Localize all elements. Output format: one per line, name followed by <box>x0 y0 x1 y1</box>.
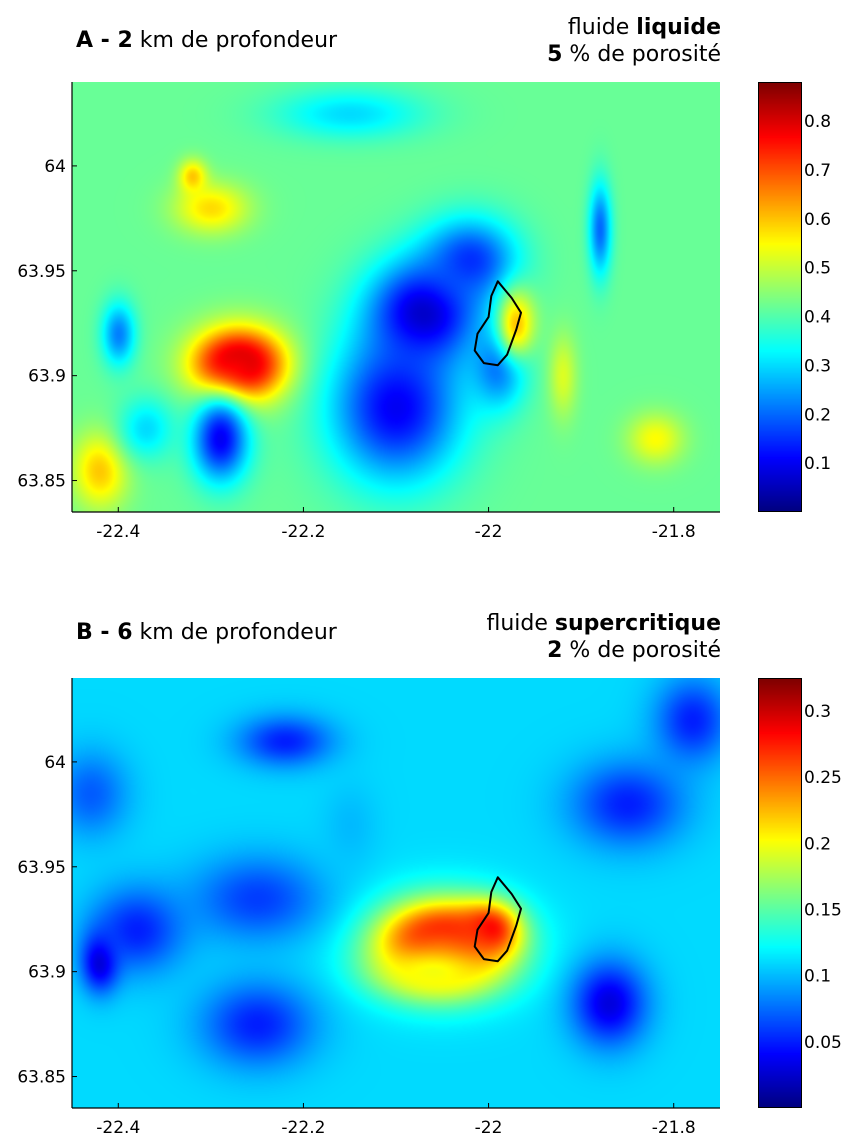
depth-text: km de profondeur <box>132 28 338 53</box>
colorbar-tick-label: 0.1 <box>804 454 831 474</box>
porosity-value: 2 <box>547 638 563 663</box>
panel-b: B - 6 km de profondeur fluide supercriti… <box>0 569 853 1138</box>
porosity-line: 5 % de porosité <box>547 41 721 68</box>
colorbar-tick-label: 0.3 <box>804 702 831 722</box>
colorbar-tick-label: 0.6 <box>804 210 831 230</box>
colorbar-tick-label: 0.2 <box>804 405 831 425</box>
y-tick-label: 64 <box>44 753 66 773</box>
depth-text: km de profondeur <box>132 620 337 645</box>
porosity-text: % de porosité <box>562 42 721 67</box>
y-tick-label: 63.85 <box>17 472 66 492</box>
y-tick-label: 63.85 <box>17 1068 66 1088</box>
panel-letter: A - <box>76 28 118 53</box>
y-tick-label: 63.95 <box>17 858 66 878</box>
fluid-type: liquide <box>636 15 721 40</box>
colorbar-tick-label: 0.7 <box>804 161 831 181</box>
fluid-word: fluide <box>567 15 637 40</box>
colorbar-tick-label: 0.25 <box>804 768 842 788</box>
y-tick-label: 63.9 <box>28 367 66 387</box>
heatmap-a <box>72 82 720 512</box>
panel-title: A - 2 km de profondeur <box>76 28 337 53</box>
panel-a: A - 2 km de profondeur fluide liquide 5 … <box>17 14 831 542</box>
colorbar-a <box>758 82 802 512</box>
x-tick-label: -21.8 <box>652 1118 696 1138</box>
fluid-type: supercritique <box>554 611 721 636</box>
panel-subtitle: fluide supercritique 2 % de porosité <box>486 610 721 664</box>
x-tick-label: -22.4 <box>96 1118 140 1138</box>
x-tick-label: -22.2 <box>281 1118 325 1138</box>
fluid-word: fluide <box>486 611 555 636</box>
colorbar-tick-label: 0.1 <box>804 967 831 987</box>
panel-subtitle: fluide liquide 5 % de porosité <box>547 14 721 68</box>
colorbar-tick-label: 0.05 <box>804 1033 842 1053</box>
x-tick-label: -22.4 <box>96 522 140 542</box>
y-tick-label: 64 <box>44 157 66 177</box>
x-tick-label: -22 <box>475 522 503 542</box>
colorbar-tick-label: 0.8 <box>804 112 831 132</box>
colorbar-tick-label: 0.3 <box>804 356 831 376</box>
x-tick-label: -22 <box>475 1118 503 1138</box>
colorbar-tick-label: 0.4 <box>804 308 831 328</box>
colorbar-b <box>758 678 802 1108</box>
x-tick-label: -22.2 <box>281 522 325 542</box>
x-tick-label: -21.8 <box>652 522 696 542</box>
colorbar-tick-label: 0.2 <box>804 834 831 854</box>
depth-value: 6 <box>117 620 133 645</box>
colorbar-tick-label: 0.5 <box>804 259 831 279</box>
fluid-line: fluide supercritique <box>486 610 721 637</box>
heatmap-b <box>72 678 720 1108</box>
fluid-line: fluide liquide <box>547 14 721 41</box>
porosity-value: 5 <box>547 42 563 67</box>
porosity-line: 2 % de porosité <box>486 637 721 664</box>
panel-title: B - 6 km de profondeur <box>76 620 337 645</box>
y-tick-label: 63.95 <box>17 262 66 282</box>
panel-letter: B - <box>76 620 118 645</box>
depth-value: 2 <box>117 28 133 53</box>
y-tick-label: 63.9 <box>28 963 66 983</box>
porosity-text: % de porosité <box>562 638 721 663</box>
colorbar-tick-label: 0.15 <box>804 901 842 921</box>
